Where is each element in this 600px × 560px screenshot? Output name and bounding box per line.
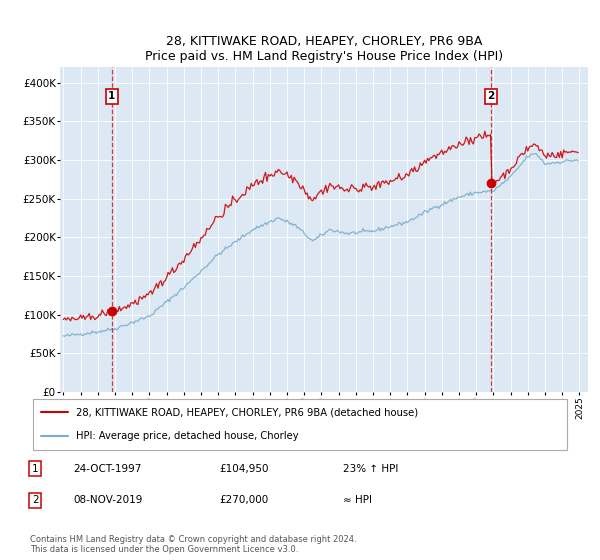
- Text: HPI: Average price, detached house, Chorley: HPI: Average price, detached house, Chor…: [76, 431, 299, 441]
- Text: Contains HM Land Registry data © Crown copyright and database right 2024.
This d: Contains HM Land Registry data © Crown c…: [30, 535, 356, 554]
- Text: £104,950: £104,950: [219, 464, 269, 474]
- Text: 2: 2: [32, 496, 39, 506]
- Text: £270,000: £270,000: [219, 496, 268, 506]
- Text: 28, KITTIWAKE ROAD, HEAPEY, CHORLEY, PR6 9BA (detached house): 28, KITTIWAKE ROAD, HEAPEY, CHORLEY, PR6…: [76, 408, 418, 418]
- Text: 23% ↑ HPI: 23% ↑ HPI: [343, 464, 398, 474]
- Title: 28, KITTIWAKE ROAD, HEAPEY, CHORLEY, PR6 9BA
Price paid vs. HM Land Registry's H: 28, KITTIWAKE ROAD, HEAPEY, CHORLEY, PR6…: [145, 35, 503, 63]
- Text: ≈ HPI: ≈ HPI: [343, 496, 372, 506]
- Text: 24-OCT-1997: 24-OCT-1997: [73, 464, 142, 474]
- Text: 1: 1: [108, 91, 115, 101]
- Text: 08-NOV-2019: 08-NOV-2019: [73, 496, 143, 506]
- Text: 2: 2: [487, 91, 494, 101]
- FancyBboxPatch shape: [33, 399, 568, 450]
- Text: 1: 1: [32, 464, 39, 474]
